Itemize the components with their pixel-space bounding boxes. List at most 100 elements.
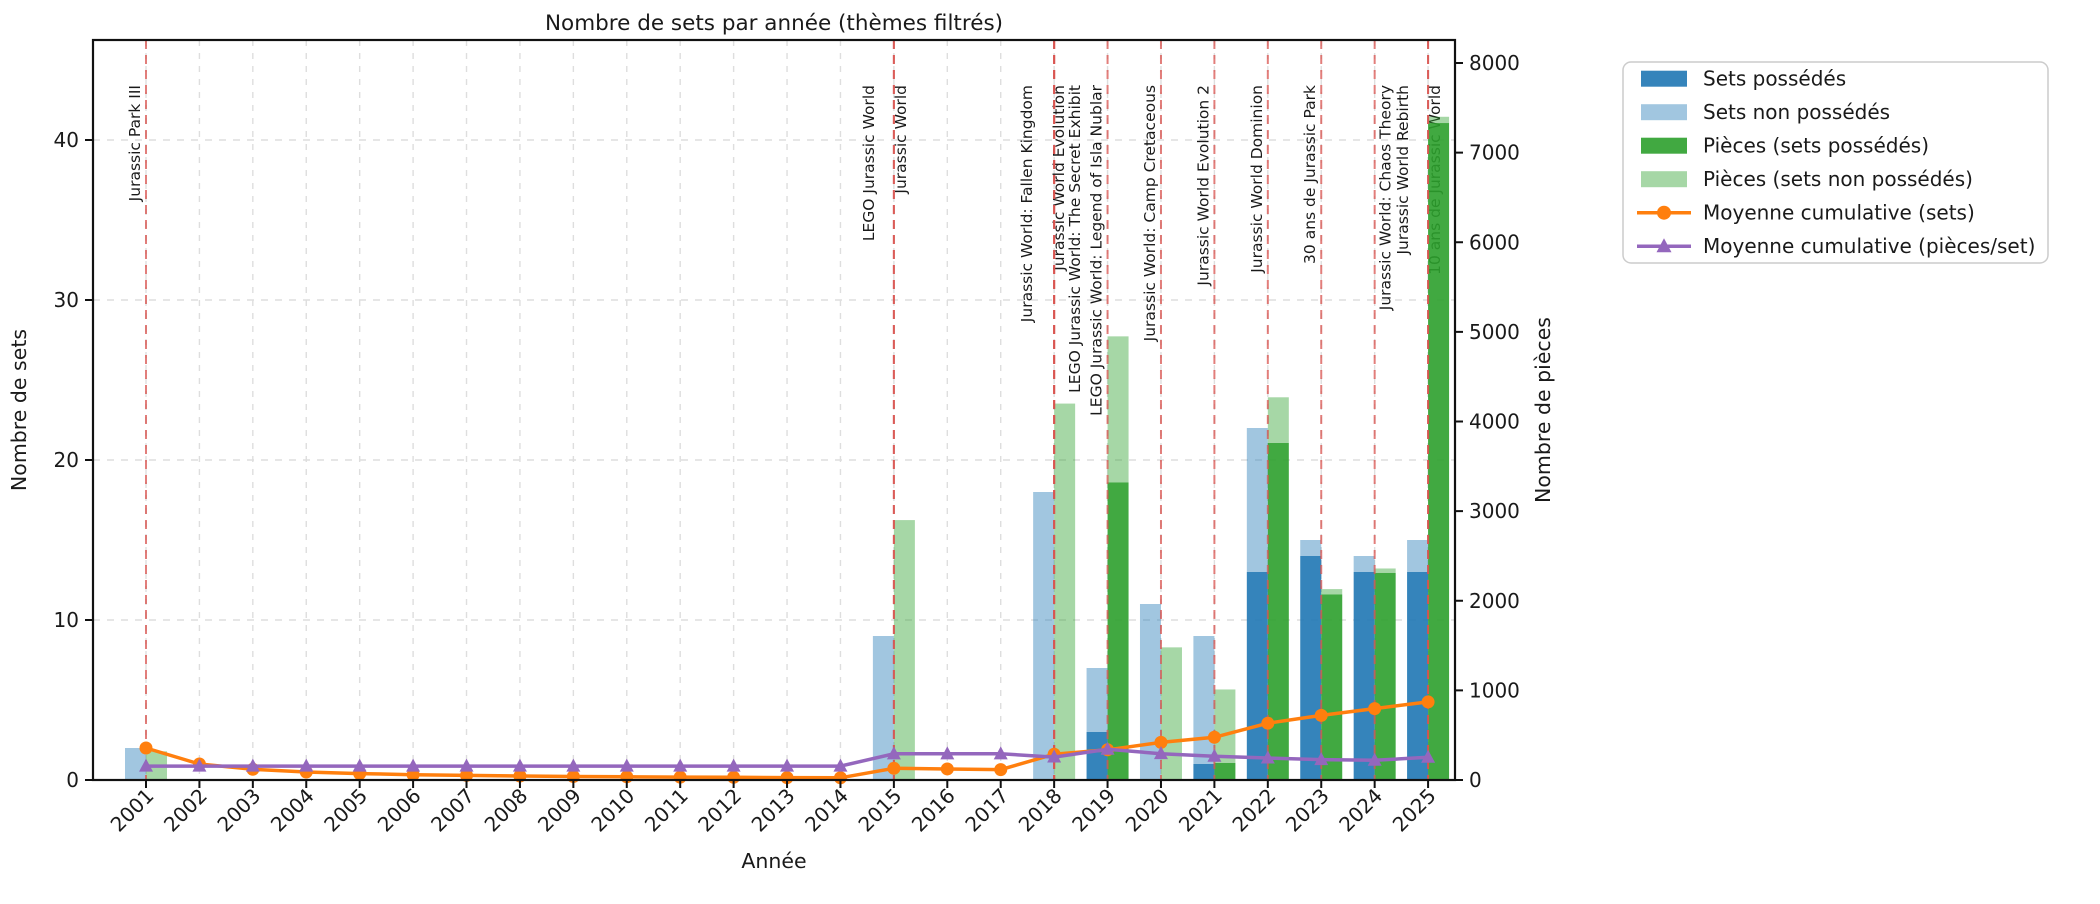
line-marker-triangle bbox=[993, 746, 1008, 760]
line-marker-circle bbox=[139, 741, 153, 755]
theme-annotation-label: Jurassic World: Camp Cretaceous bbox=[1141, 85, 1159, 342]
y-left-tick-label: 10 bbox=[54, 608, 79, 632]
x-tick-label: 2018 bbox=[1014, 784, 1067, 837]
bar-sets-2024 bbox=[1353, 556, 1375, 572]
line-marker-circle bbox=[940, 762, 954, 776]
line-marker-triangle bbox=[1367, 752, 1382, 766]
theme-annotation-label: Jurassic Park III bbox=[126, 85, 144, 202]
line-marker-circle bbox=[994, 763, 1008, 777]
chart-title: Nombre de sets par année (thèmes filtrés… bbox=[545, 11, 1003, 36]
theme-annotation-label: Jurassic World Dominion bbox=[1248, 85, 1266, 274]
legend-entry-label: Pièces (sets possédés) bbox=[1703, 134, 1929, 158]
line-marker-triangle bbox=[1100, 741, 1115, 755]
line-marker-triangle bbox=[1153, 746, 1168, 760]
bar-sets-2025 bbox=[1407, 540, 1429, 572]
theme-annotation-label: Jurassic World: Fallen Kingdom bbox=[1018, 85, 1036, 323]
y-right-axis-label: Nombre de pièces bbox=[1531, 317, 1555, 503]
line-marker-triangle bbox=[886, 746, 901, 760]
x-tick-label: 2020 bbox=[1121, 784, 1174, 837]
legend-box bbox=[1622, 61, 2049, 264]
x-tick-label: 2011 bbox=[640, 784, 693, 837]
line-marker-circle bbox=[1314, 708, 1328, 722]
bar-pieces-2015 bbox=[893, 520, 915, 780]
x-tick-label: 2003 bbox=[212, 784, 265, 837]
line-marker-triangle bbox=[940, 746, 955, 760]
y-right-tick-label: 3000 bbox=[1469, 499, 1520, 523]
legend-entry-label: Moyenne cumulative (pièces/set) bbox=[1703, 234, 2035, 258]
bar-sets-2024 bbox=[1353, 572, 1375, 780]
theme-annotation-label: LEGO Jurassic World: The Secret Exhibit bbox=[1066, 85, 1084, 393]
bar-pieces-2021 bbox=[1214, 762, 1236, 780]
line-marker-circle bbox=[1261, 716, 1275, 730]
y-right-tick-label: 6000 bbox=[1469, 230, 1520, 254]
bar-pieces-2023 bbox=[1321, 589, 1343, 595]
theme-annotation-label: 30 ans de Jurassic Park bbox=[1301, 85, 1319, 264]
line-marker-circle bbox=[460, 768, 474, 782]
x-tick-label: 2010 bbox=[586, 784, 639, 837]
line-marker-circle bbox=[1368, 702, 1382, 716]
line-marker-circle bbox=[1207, 730, 1221, 744]
bar-sets-2022 bbox=[1246, 572, 1268, 780]
line-marker-triangle bbox=[1314, 752, 1329, 766]
x-tick-label: 2002 bbox=[159, 784, 212, 837]
x-tick-label: 2009 bbox=[533, 784, 586, 837]
legend-marker-triangle bbox=[1656, 238, 1672, 253]
y-right-tick-label: 7000 bbox=[1469, 141, 1520, 165]
bar-sets-2015 bbox=[872, 636, 894, 780]
theme-annotation-label: Jurassic World bbox=[892, 85, 910, 195]
line-marker-triangle bbox=[406, 758, 421, 772]
legend-entry-label: Sets possédés bbox=[1703, 67, 1846, 91]
bar-pieces-2019 bbox=[1107, 482, 1129, 780]
y-right-tick-label: 2000 bbox=[1469, 589, 1520, 613]
line-marker-triangle bbox=[459, 758, 474, 772]
y-right-tick-label: 1000 bbox=[1469, 678, 1520, 702]
x-tick-label: 2012 bbox=[693, 784, 746, 837]
y-right-tick-label: 0 bbox=[1469, 768, 1482, 792]
bar-sets-2001 bbox=[125, 748, 146, 780]
bar-pieces-2019 bbox=[1107, 336, 1129, 483]
x-tick-label: 2008 bbox=[480, 784, 533, 837]
y-left-axis-label: Nombre de sets bbox=[7, 329, 31, 491]
bar-pieces-2022 bbox=[1267, 397, 1289, 444]
y-left-tick-label: 0 bbox=[66, 768, 79, 792]
line-marker-triangle bbox=[726, 758, 741, 772]
legend-entry-label: Pièces (sets non possédés) bbox=[1703, 167, 1973, 191]
plot-border bbox=[91, 38, 1457, 782]
x-tick-label: 2017 bbox=[960, 784, 1013, 837]
theme-annotation-label: LEGO Jurassic World: Legend of Isla Nubl… bbox=[1088, 84, 1106, 415]
theme-annotation-label: Jurassic World Evolution 2 bbox=[1194, 85, 1212, 287]
bar-pieces-2025 bbox=[1428, 123, 1450, 780]
bar-sets-2023 bbox=[1300, 556, 1322, 780]
line-marker-triangle bbox=[352, 758, 367, 772]
line-marker-triangle bbox=[512, 758, 527, 772]
theme-annotation-label: Jurassic World: Chaos Theory bbox=[1377, 85, 1395, 311]
line-marker-triangle bbox=[245, 758, 260, 772]
y-left-tick-label: 30 bbox=[54, 288, 79, 312]
legend-swatch bbox=[1641, 104, 1687, 121]
x-tick-label: 2016 bbox=[907, 784, 960, 837]
line-marker-triangle bbox=[673, 758, 688, 772]
theme-annotation-label: Jurassic World Rebirth bbox=[1394, 85, 1412, 256]
y-left-tick-label: 20 bbox=[54, 448, 79, 472]
bar-sets-2023 bbox=[1300, 540, 1322, 556]
bar-pieces-2025 bbox=[1428, 116, 1450, 124]
legend-swatch bbox=[1641, 137, 1687, 154]
bar-pieces-2024 bbox=[1374, 572, 1396, 780]
x-axis-label: Année bbox=[741, 849, 806, 873]
bar-sets-2022 bbox=[1246, 428, 1268, 572]
x-tick-label: 2006 bbox=[373, 784, 426, 837]
line-marker-circle bbox=[1421, 695, 1435, 709]
y-right-tick-label: 8000 bbox=[1469, 51, 1520, 75]
x-tick-label: 2007 bbox=[426, 784, 479, 837]
x-tick-label: 2013 bbox=[747, 784, 800, 837]
y-left-tick-label: 40 bbox=[54, 128, 79, 152]
theme-annotation-label: LEGO Jurassic World bbox=[860, 85, 878, 241]
bar-sets-2020 bbox=[1139, 604, 1161, 780]
bar-pieces-2021 bbox=[1214, 689, 1236, 763]
x-tick-label: 2005 bbox=[319, 784, 372, 837]
line-marker-triangle bbox=[139, 758, 153, 772]
bar-pieces-2020 bbox=[1160, 647, 1182, 780]
bar-sets-2018 bbox=[1033, 492, 1055, 780]
